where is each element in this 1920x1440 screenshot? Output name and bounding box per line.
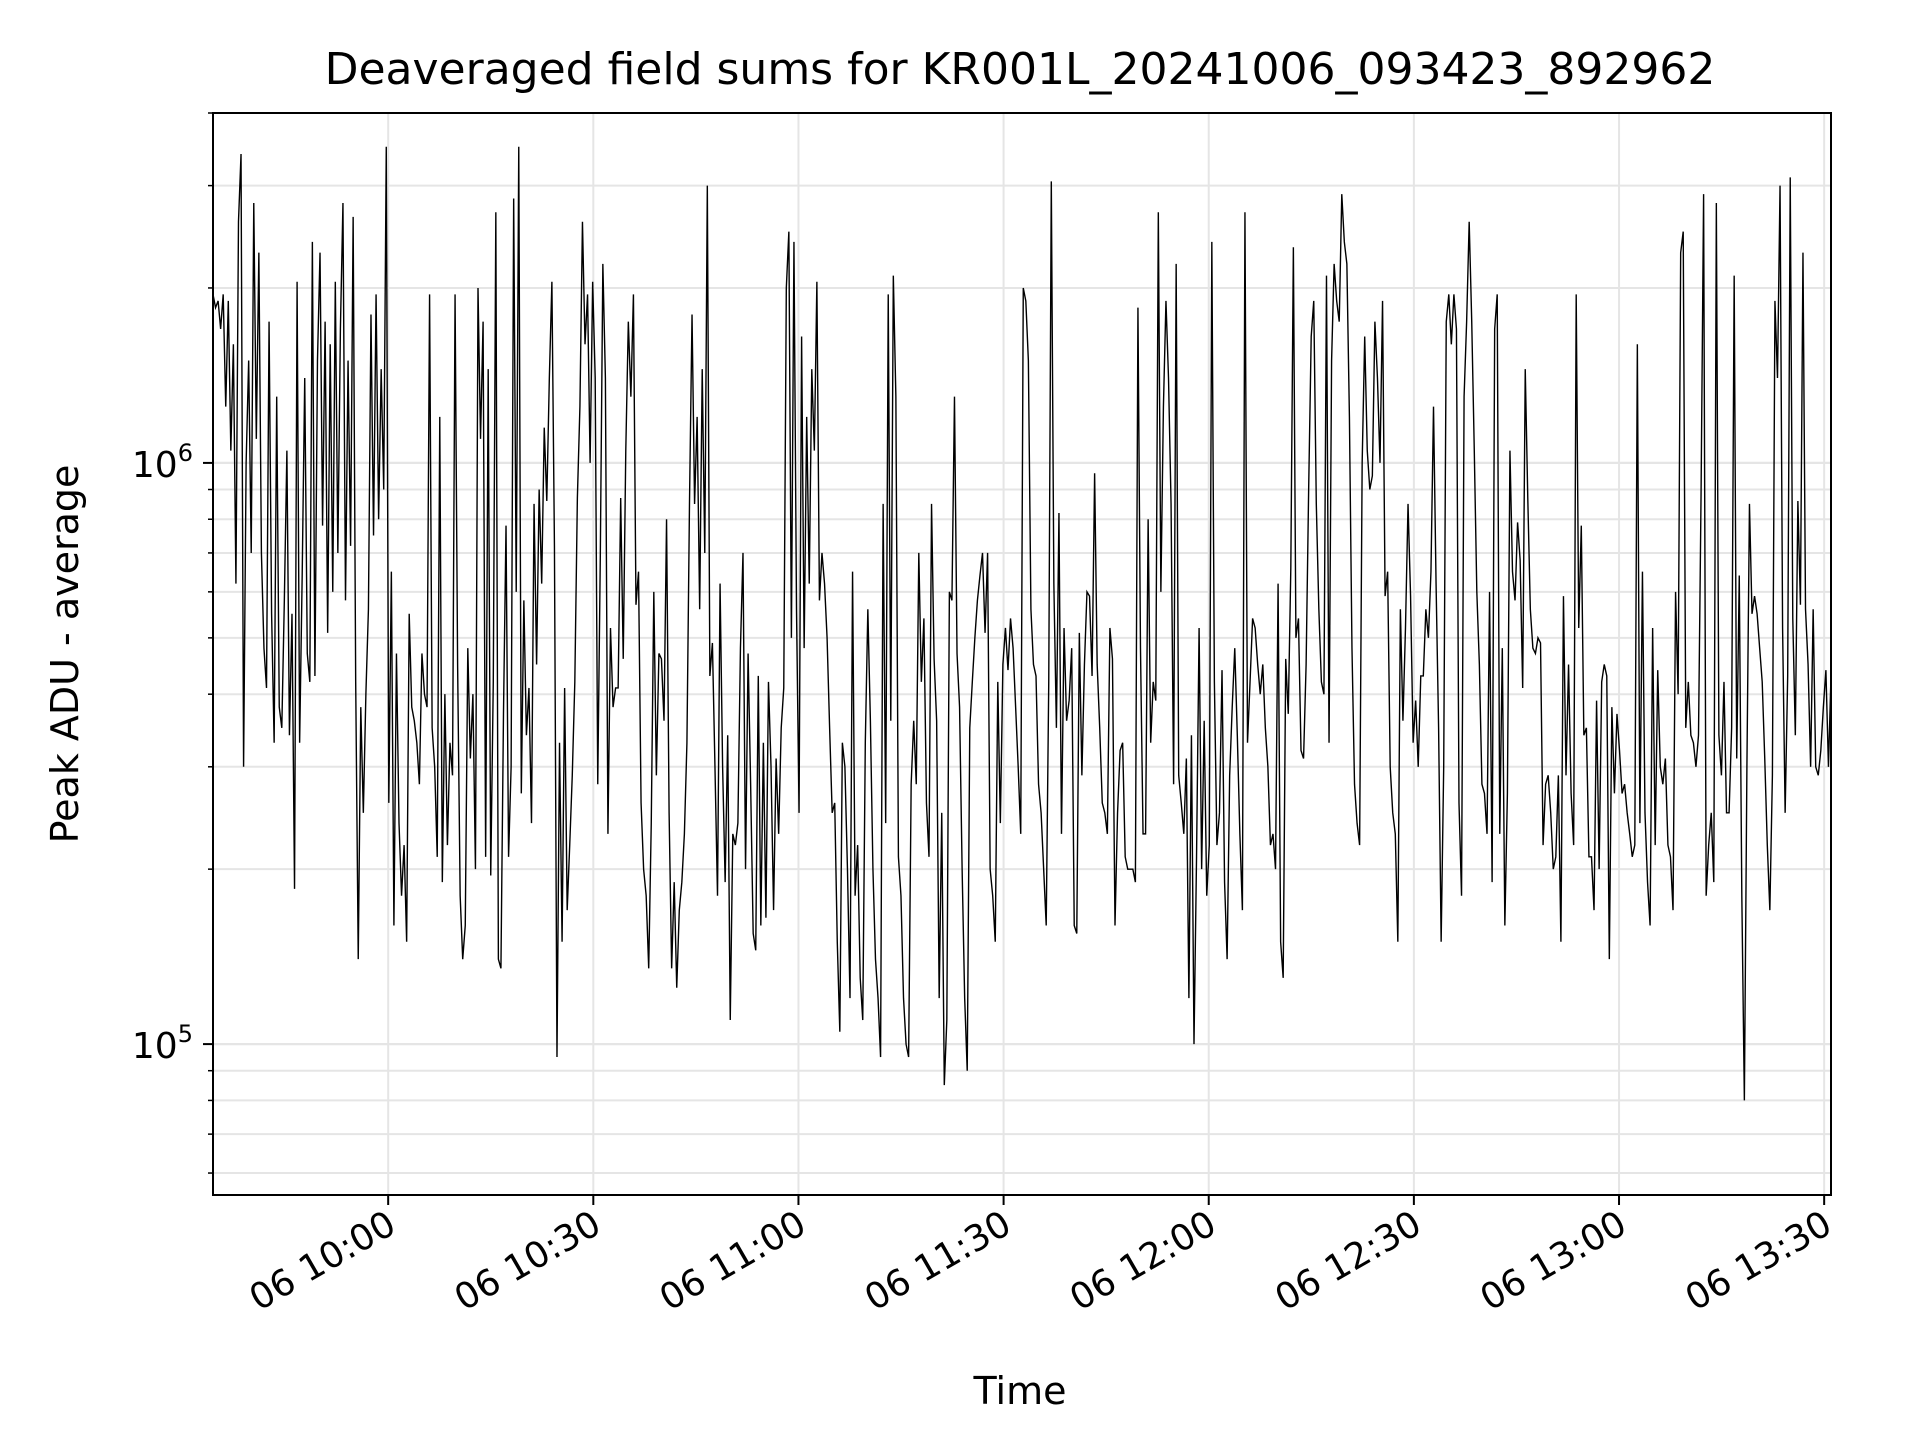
y-tick-label: 105 [132, 1020, 193, 1067]
series-line [212, 146, 1832, 1101]
series-group [212, 146, 1832, 1101]
plot-frame [212, 112, 1832, 1196]
y-axis-label: Peak ADU - average [43, 465, 87, 844]
x-axis-label: Time [973, 1369, 1067, 1413]
y-tick-label: 106 [132, 439, 193, 486]
chart-title: Deaveraged field sums for KR001L_2024100… [325, 44, 1716, 95]
y-axis: 105 106 [132, 112, 213, 1174]
